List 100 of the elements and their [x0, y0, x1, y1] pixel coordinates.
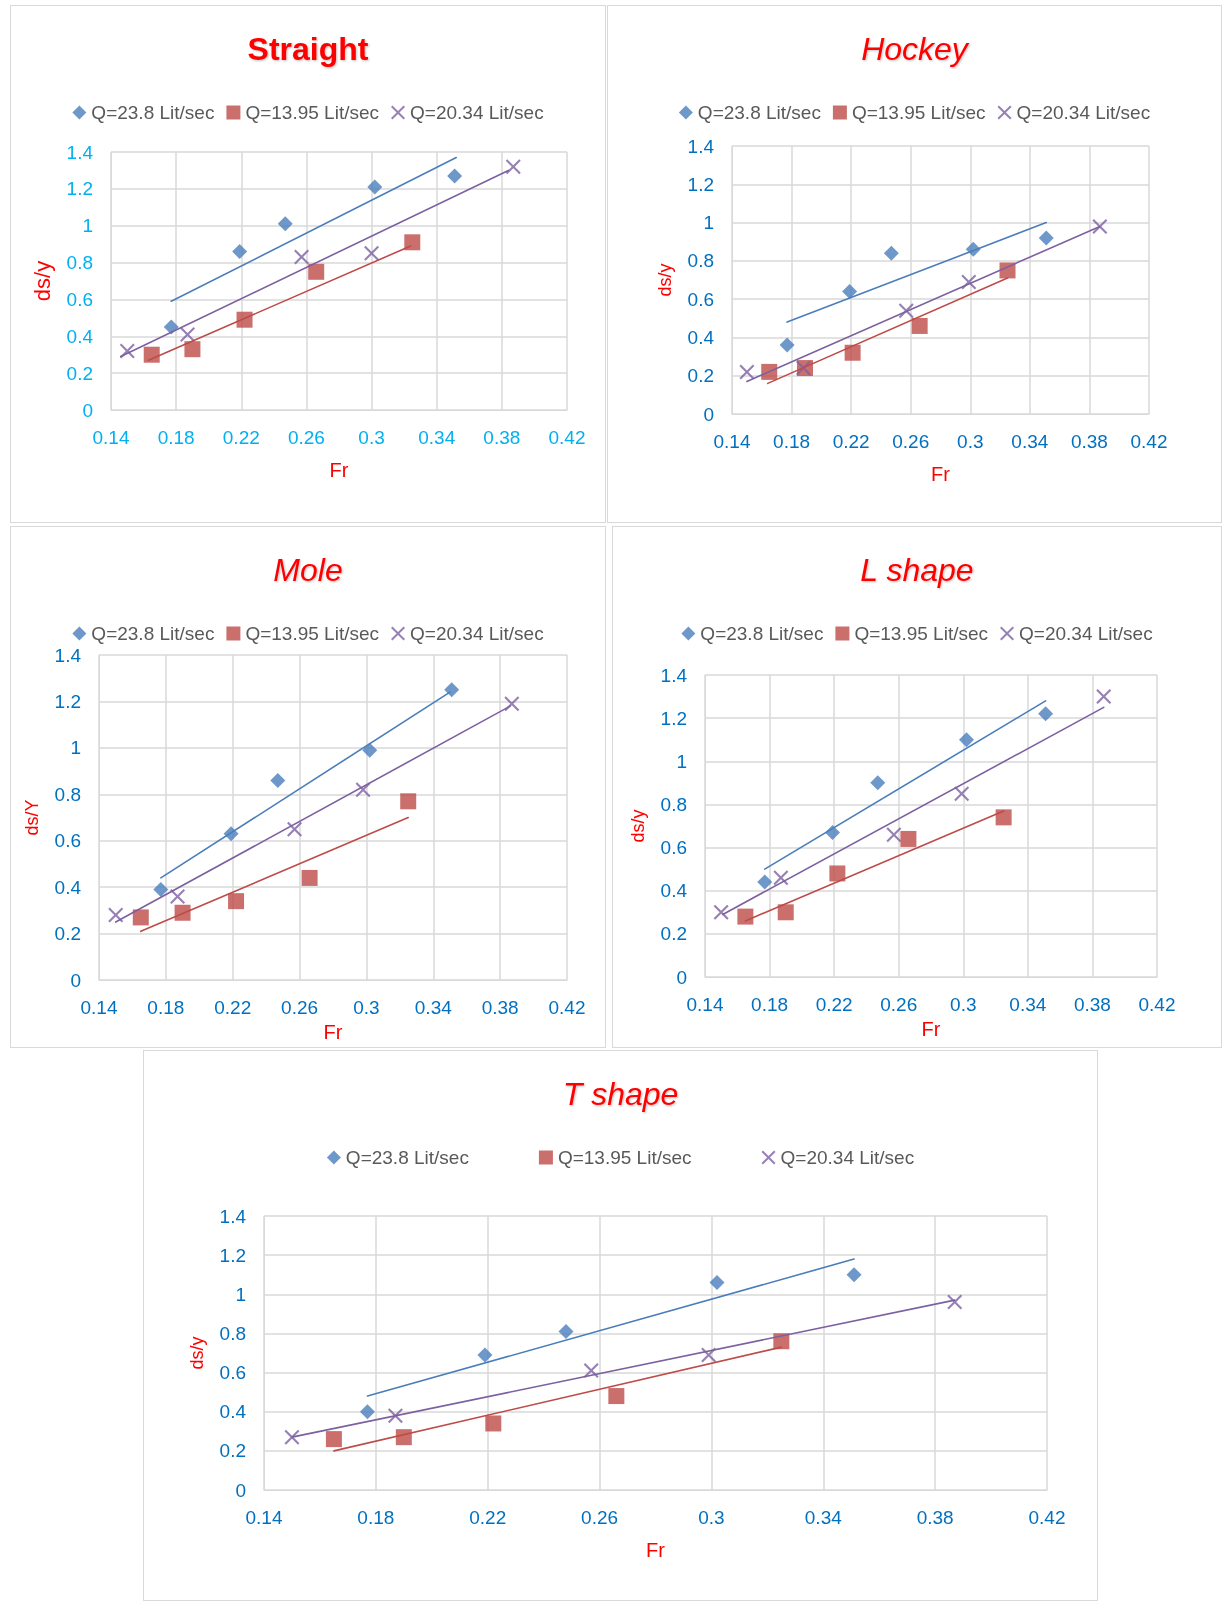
point — [277, 216, 293, 232]
legend-label: Q=20.34 Lit/sec — [780, 1147, 915, 1168]
point — [1096, 689, 1112, 705]
y-tick-label: 0 — [235, 1479, 246, 1501]
y-tick-label: 1.4 — [687, 135, 715, 157]
x-tick-label: 0.26 — [880, 994, 918, 1015]
point — [387, 1408, 403, 1424]
y-tick-label: 1 — [235, 1283, 246, 1305]
point — [270, 772, 286, 788]
point — [1038, 706, 1054, 722]
legend-label: Q=13.95 Lit/sec — [854, 623, 989, 644]
point — [180, 326, 196, 342]
point — [737, 908, 754, 925]
y-tick-label: 0.8 — [660, 793, 687, 815]
legend-label: Q=23.8 Lit/sec — [697, 102, 821, 123]
y-tick-label: 0.4 — [219, 1401, 247, 1423]
y-tick-label: 0.2 — [219, 1440, 246, 1462]
point — [779, 337, 795, 353]
x-tick-label: 0.18 — [751, 994, 789, 1015]
legend-label: Q=23.8 Lit/sec — [345, 1147, 469, 1168]
x-tick-label: 0.14 — [713, 431, 751, 452]
point — [886, 827, 902, 843]
point — [757, 874, 773, 890]
y-tick-label: 0.2 — [54, 923, 81, 945]
x-tick-label: 0.3 — [698, 1507, 725, 1528]
y-tick-label: 0.4 — [687, 326, 715, 348]
x-tick-label: 0.34 — [414, 997, 453, 1019]
x-tick-label: 0.38 — [481, 997, 519, 1019]
point — [301, 869, 318, 886]
point — [846, 1267, 862, 1283]
chart-title: Straight — [247, 31, 369, 67]
x-tick-label: 0.26 — [581, 1507, 619, 1528]
x-tick-label: 0.42 — [548, 427, 586, 448]
x-axis-title: Fr — [646, 1539, 666, 1561]
point — [773, 870, 789, 886]
x-tick-label: 0.38 — [916, 1507, 954, 1528]
point — [954, 786, 970, 802]
point — [1092, 218, 1108, 234]
chart-title: Mole — [273, 552, 343, 588]
point — [911, 317, 928, 334]
point — [447, 168, 463, 184]
point — [232, 244, 248, 260]
point — [959, 732, 975, 748]
legend-label: Q=13.95 Lit/sec — [851, 102, 986, 123]
point — [308, 263, 325, 280]
point — [777, 904, 794, 921]
y-tick-label: 1.4 — [219, 1205, 247, 1227]
y-tick-label: 0.8 — [54, 783, 81, 805]
point — [558, 1323, 574, 1339]
x-tick-label: 0.38 — [1070, 431, 1108, 452]
y-tick-label: 0 — [676, 966, 687, 988]
legend-label: Q=20.34 Lit/sec — [1016, 102, 1151, 123]
point — [947, 1294, 963, 1310]
point — [709, 1275, 725, 1291]
y-tick-label: 0 — [82, 399, 93, 421]
y-tick-label: 0.4 — [660, 880, 688, 902]
x-tick-label: 0.42 — [1028, 1507, 1066, 1528]
y-tick-label: 0 — [703, 403, 714, 425]
point — [143, 346, 160, 363]
legend-label: Q=13.95 Lit/sec — [245, 102, 380, 123]
point — [362, 742, 378, 758]
y-tick-label: 0.8 — [687, 250, 714, 272]
x-tick-label: 0.34 — [804, 1507, 843, 1528]
x-tick-label: 0.22 — [222, 427, 260, 448]
y-tick-label: 1.2 — [219, 1244, 246, 1266]
point — [325, 1431, 342, 1448]
point — [883, 245, 899, 261]
x-axis-title: Fr — [323, 1021, 343, 1043]
x-tick-label: 0.18 — [157, 427, 195, 448]
x-tick-label: 0.14 — [92, 427, 130, 448]
x-tick-label: 0.18 — [357, 1507, 395, 1528]
x-tick-label: 0.18 — [773, 431, 811, 452]
legend-label: Q=23.8 Lit/sec — [700, 623, 824, 644]
legend-label: Q=20.34 Lit/sec — [410, 102, 544, 123]
point — [400, 793, 417, 810]
x-tick-label: 0.3 — [950, 994, 977, 1015]
point — [477, 1347, 493, 1363]
legend-label: Q=20.34 Lit/sec — [1019, 623, 1153, 644]
point — [170, 889, 186, 904]
legend-label: Q=23.8 Lit/sec — [91, 623, 215, 644]
point — [995, 809, 1012, 826]
y-tick-label: 1.2 — [687, 173, 714, 195]
x-tick-label: 0.22 — [214, 997, 252, 1019]
point — [485, 1415, 502, 1432]
y-axis-title: ds/Y — [22, 799, 42, 836]
legend-label: Q=13.95 Lit/sec — [245, 623, 380, 644]
point — [608, 1388, 625, 1405]
point — [829, 865, 846, 882]
y-axis-title: ds/y — [655, 263, 675, 297]
point — [184, 341, 201, 358]
x-tick-label: 0.34 — [1009, 994, 1047, 1015]
y-tick-label: 1.2 — [660, 707, 687, 729]
y-tick-label: 1.4 — [66, 141, 94, 163]
y-tick-label: 0.4 — [66, 325, 94, 347]
y-tick-label: 0.6 — [66, 288, 93, 310]
x-tick-label: 0.18 — [147, 997, 185, 1019]
x-tick-label: 0.26 — [892, 431, 930, 452]
point — [132, 909, 149, 926]
x-axis-title: Fr — [329, 459, 349, 481]
y-tick-label: 1.2 — [54, 690, 81, 712]
